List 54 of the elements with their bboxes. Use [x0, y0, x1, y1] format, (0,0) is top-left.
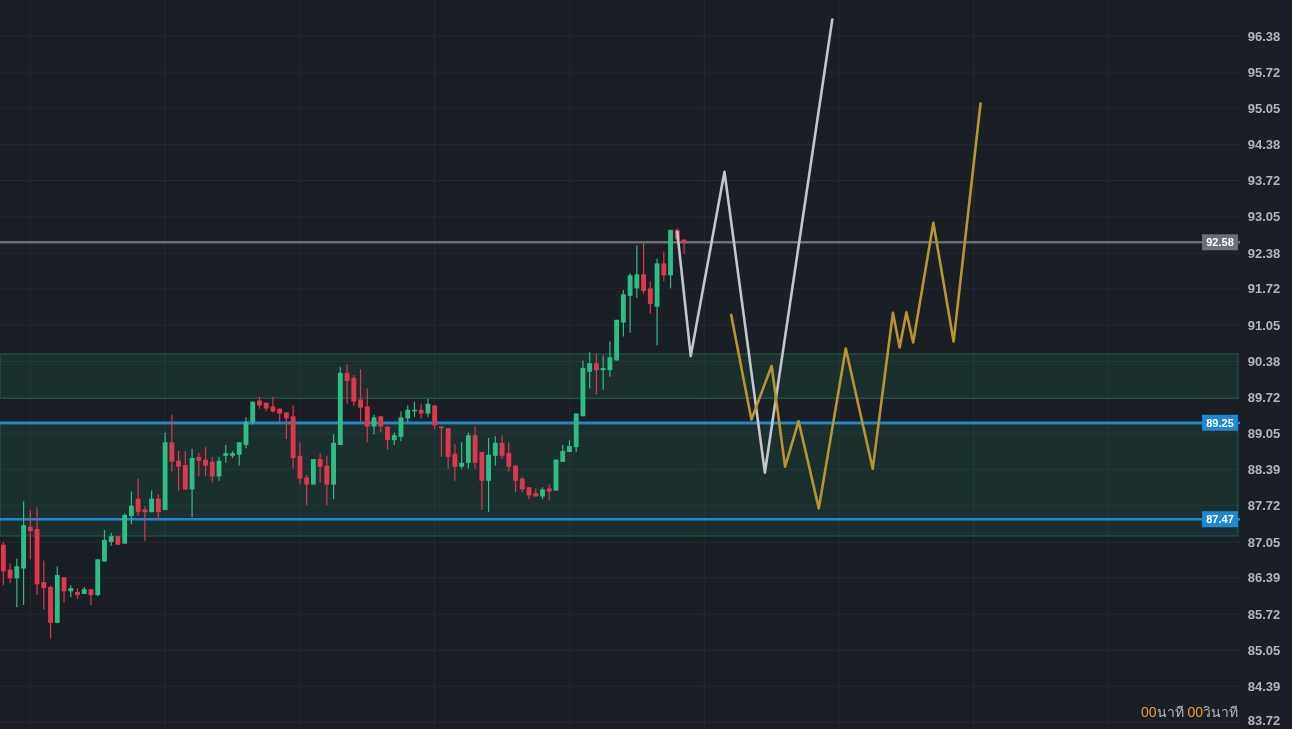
- candlestick: [432, 404, 438, 430]
- candlestick: [128, 491, 134, 525]
- y-tick-label: 85.05: [1247, 642, 1281, 658]
- candlestick: [209, 456, 215, 483]
- candlestick: [304, 474, 310, 506]
- candlestick: [364, 388, 370, 443]
- y-tick-label: 90.38: [1247, 354, 1281, 370]
- candlestick: [27, 509, 33, 560]
- annotation: 00นาที 00วินาที: [1140, 704, 1238, 720]
- candlestick: [661, 250, 667, 282]
- y-tick-label: 89.05: [1247, 426, 1281, 442]
- y-tick-label: 89.72: [1247, 389, 1281, 405]
- candlestick: [7, 563, 13, 584]
- candlestick: [196, 452, 202, 478]
- candlestick: [169, 414, 175, 473]
- candlestick: [351, 374, 357, 407]
- ref-line-label: 89.25: [1206, 416, 1234, 429]
- y-tick-label: 93.05: [1247, 209, 1281, 225]
- y-tick-label: 94.38: [1247, 137, 1281, 153]
- y-tick-label: 96.38: [1247, 28, 1281, 44]
- candlestick: [513, 464, 518, 493]
- ref-line-label: 92.58: [1206, 236, 1234, 249]
- y-tick-label: 86.39: [1247, 570, 1281, 586]
- candlestick: [593, 352, 599, 396]
- candlestick: [176, 450, 182, 492]
- candlestick: [358, 368, 363, 423]
- y-tick-label: 92.38: [1247, 245, 1281, 261]
- candlestick: [41, 559, 47, 611]
- candlestick: [459, 441, 465, 470]
- candlestick: [155, 493, 161, 521]
- y-tick-label: 87.72: [1247, 498, 1281, 514]
- candlestick: [283, 411, 289, 440]
- y-tick-label: 93.72: [1247, 172, 1281, 188]
- candlestick: [506, 441, 512, 473]
- candlestick: [647, 280, 653, 315]
- y-tick-label: 83.72: [1247, 712, 1281, 728]
- y-tick-label: 85.72: [1247, 606, 1281, 622]
- y-tick-label: 95.72: [1247, 64, 1281, 80]
- candlestick: [587, 351, 593, 390]
- y-tick-label: 88.39: [1247, 461, 1281, 477]
- y-tick-label: 91.72: [1247, 281, 1281, 297]
- ref-line-label: 87.47: [1206, 513, 1234, 526]
- line-series: [729, 102, 982, 510]
- candlestick: [236, 441, 242, 467]
- line-series: [675, 18, 834, 474]
- candlestick: [641, 242, 647, 295]
- y-tick-label: 84.39: [1247, 678, 1281, 694]
- candlestick: [203, 446, 208, 477]
- y-tick-label: 95.05: [1247, 100, 1281, 116]
- y-tick-label: 87.05: [1247, 534, 1281, 550]
- candlestick: [492, 435, 498, 467]
- candlestick: [14, 558, 20, 608]
- candlestick: [102, 529, 107, 563]
- y-tick-label: 91.05: [1247, 317, 1281, 333]
